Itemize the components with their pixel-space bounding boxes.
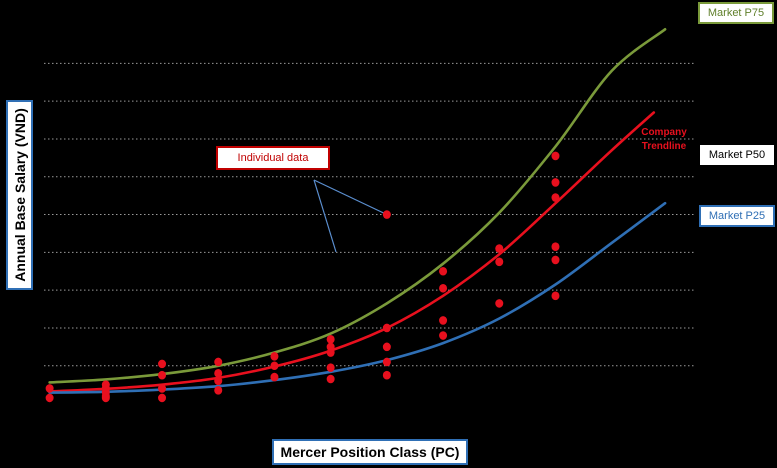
callout-line-upper: [313, 179, 388, 216]
data-point-7: [158, 359, 167, 369]
data-point-16: [270, 361, 279, 371]
data-point-6: [101, 393, 110, 403]
y-axis-label: Annual Base Salary (VND): [11, 108, 28, 282]
data-point-8: [158, 370, 167, 380]
data-point-37: [551, 193, 560, 202]
data-point-24: [382, 323, 391, 333]
data-point-39: [551, 255, 560, 265]
legend-market-p75: Market P75: [698, 2, 774, 24]
data-point-27: [382, 370, 391, 380]
data-point-29: [439, 283, 448, 293]
data-point-40: [551, 291, 560, 301]
data-point-10: [158, 393, 167, 403]
data-point-20: [326, 348, 335, 357]
callout-line-lower: [313, 179, 337, 253]
data-point-22: [326, 374, 335, 384]
series-line-market-p25: [48, 201, 667, 394]
data-point-0: [45, 384, 54, 393]
data-point-14: [214, 386, 223, 395]
data-point-13: [214, 376, 223, 386]
legend-market-p25: Market P25: [699, 205, 775, 227]
series-line-market-p75: [48, 28, 667, 384]
company-trendline-label: Company Trendline: [641, 127, 687, 152]
data-point-9: [158, 384, 167, 393]
y-axis-label-box: Annual Base Salary (VND): [6, 100, 33, 290]
data-point-1: [45, 393, 54, 403]
data-point-15: [270, 352, 279, 361]
data-point-23: [382, 210, 391, 219]
data-point-11: [214, 357, 223, 367]
individual-data-callout: Individual data: [216, 146, 330, 170]
data-point-18: [326, 335, 335, 344]
data-point-33: [495, 257, 504, 267]
data-point-30: [439, 316, 448, 325]
data-point-38: [551, 242, 560, 251]
data-point-35: [551, 151, 560, 161]
legend-market-p50: Market P50: [699, 144, 775, 166]
data-point-36: [551, 178, 560, 187]
data-point-28: [439, 266, 448, 276]
data-point-21: [326, 363, 335, 372]
x-axis-label: Mercer Position Class (PC): [272, 439, 468, 465]
data-point-34: [495, 299, 504, 308]
data-point-12: [214, 369, 223, 378]
data-point-17: [270, 372, 279, 382]
data-point-26: [382, 357, 391, 367]
data-point-32: [495, 244, 504, 253]
data-point-31: [439, 331, 448, 340]
data-point-25: [382, 342, 391, 352]
